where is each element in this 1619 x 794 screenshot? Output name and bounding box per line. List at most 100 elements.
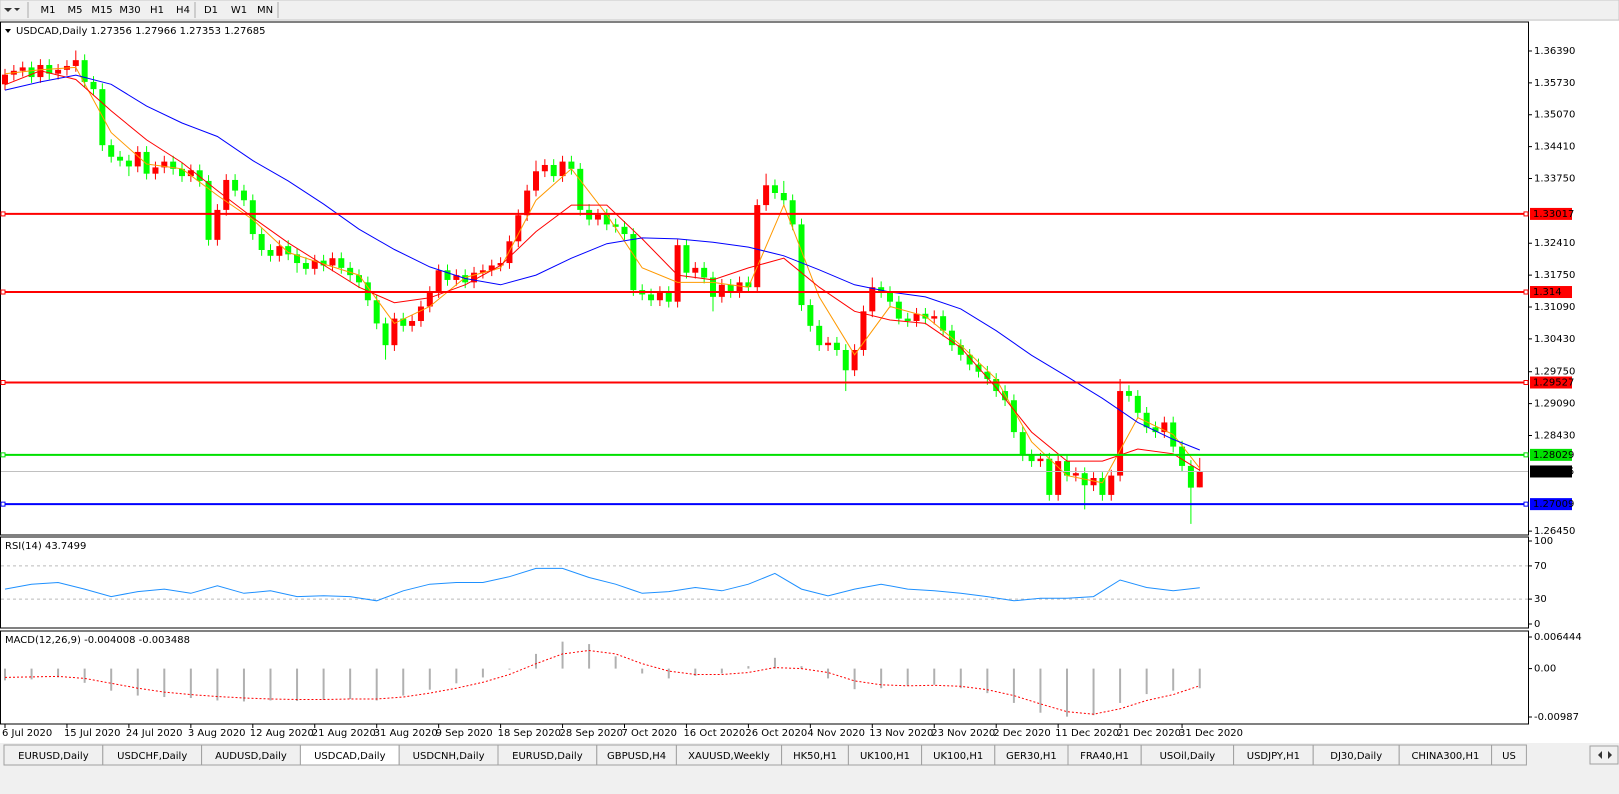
candle-body bbox=[533, 171, 539, 191]
candle-body bbox=[117, 156, 124, 161]
y-tick-label: 1.31750 bbox=[1534, 270, 1575, 281]
tab[interactable] bbox=[1491, 744, 1527, 766]
candle-body bbox=[754, 205, 761, 288]
candle-body bbox=[940, 316, 947, 331]
candle-body bbox=[718, 284, 725, 297]
y-tick-label: 1.26450 bbox=[1534, 526, 1575, 537]
x-tick-label: 21 Dec 2020 bbox=[1117, 728, 1181, 739]
candle-body bbox=[356, 275, 362, 283]
tab-label[interactable]: FRA40,H1 bbox=[1080, 751, 1129, 762]
candle-body bbox=[72, 60, 79, 66]
tab-label[interactable]: DJ30,Daily bbox=[1330, 751, 1382, 762]
pane-title: RSI(14) 43.7499 bbox=[5, 541, 86, 552]
candle-body bbox=[1064, 461, 1070, 476]
candle-body bbox=[311, 260, 318, 269]
line-anchor bbox=[0, 380, 6, 386]
tab-scroll[interactable] bbox=[1589, 745, 1619, 765]
candle-body bbox=[329, 258, 336, 266]
candle-body bbox=[594, 214, 601, 220]
candle-body bbox=[19, 67, 26, 71]
price-label: 1.29527 bbox=[1533, 378, 1574, 389]
title-arrow bbox=[5, 29, 11, 33]
candle-body bbox=[223, 179, 230, 210]
tab-label[interactable]: EURUSD,Daily bbox=[512, 751, 583, 762]
price-label: 1.33017 bbox=[1533, 209, 1574, 220]
candle-body bbox=[603, 214, 610, 225]
line-anchor bbox=[0, 501, 6, 507]
candle-body bbox=[984, 371, 991, 379]
candle-body bbox=[214, 209, 221, 240]
candle-body bbox=[258, 234, 265, 250]
candle-body bbox=[134, 151, 141, 167]
y-tick-label: 0.006444 bbox=[1534, 632, 1582, 643]
y-tick-label: 1.35730 bbox=[1534, 78, 1575, 89]
tab-label[interactable]: HK50,H1 bbox=[793, 751, 837, 762]
candle-body bbox=[373, 300, 380, 324]
candle-body bbox=[904, 318, 911, 322]
tab-label[interactable]: USDCNH,Daily bbox=[413, 751, 485, 762]
line-anchor bbox=[1523, 501, 1529, 507]
x-tick-label: 31 Dec 2020 bbox=[1179, 728, 1243, 739]
candle-body bbox=[1117, 391, 1124, 476]
candle-body bbox=[1046, 458, 1053, 495]
timeframe-label[interactable]: W1 bbox=[231, 5, 247, 16]
tab-label[interactable]: USDCHF,Daily bbox=[117, 751, 187, 762]
candle-body bbox=[426, 292, 433, 307]
candle-body bbox=[1010, 400, 1017, 433]
candle-body bbox=[798, 224, 805, 306]
candle-body bbox=[435, 270, 442, 293]
candle-body bbox=[409, 321, 416, 326]
tab-label[interactable]: UK100,H1 bbox=[933, 751, 983, 762]
x-tick-label: 4 Nov 2020 bbox=[807, 728, 865, 739]
candle-body bbox=[763, 185, 770, 206]
tab-label[interactable]: AUDUSD,Daily bbox=[215, 751, 287, 762]
line-anchor bbox=[0, 211, 6, 217]
tab-label[interactable]: GER30,H1 bbox=[1006, 751, 1057, 762]
x-tick-label: 9 Sep 2020 bbox=[436, 728, 493, 739]
scroll-arrows[interactable] bbox=[1598, 751, 1612, 759]
tab-label[interactable]: GBPUSD,H4 bbox=[607, 751, 666, 762]
tab-label[interactable]: EURUSD,Daily bbox=[18, 751, 89, 762]
candle-body bbox=[621, 226, 628, 235]
timeframe-label[interactable]: D1 bbox=[204, 5, 218, 16]
price-label: 1.314 bbox=[1533, 287, 1562, 298]
timeframe-label[interactable]: M30 bbox=[119, 5, 140, 16]
candle-body bbox=[860, 311, 867, 350]
candle-body bbox=[524, 190, 531, 216]
y-tick-label: 1.31090 bbox=[1534, 302, 1575, 313]
candle-body bbox=[187, 170, 194, 177]
tab-label[interactable]: CHINA300,H1 bbox=[1411, 751, 1479, 762]
candle-body bbox=[382, 323, 389, 346]
timeframe-label[interactable]: H4 bbox=[176, 5, 190, 16]
candle-body bbox=[170, 161, 177, 169]
tab-label[interactable]: UK100,H1 bbox=[860, 751, 910, 762]
indicator-line bbox=[4, 567, 1200, 602]
candle-body bbox=[506, 241, 513, 264]
tab-label[interactable]: USDCAD,Daily bbox=[314, 751, 385, 762]
timeframe-label[interactable]: MN bbox=[257, 5, 273, 16]
x-tick-label: 7 Oct 2020 bbox=[622, 728, 677, 739]
candle-body bbox=[488, 265, 495, 271]
toolbar-icon[interactable] bbox=[4, 8, 20, 12]
candle-body bbox=[232, 179, 239, 191]
tab-label[interactable]: US bbox=[1502, 751, 1516, 762]
timeframe-label[interactable]: M1 bbox=[41, 5, 56, 16]
candle-body bbox=[869, 287, 876, 312]
timeframe-label[interactable]: H1 bbox=[150, 5, 164, 16]
candle-body bbox=[143, 151, 150, 174]
y-tick-label: -0.00987 bbox=[1534, 712, 1579, 723]
candle-body bbox=[196, 170, 203, 181]
timeframe-label[interactable]: M5 bbox=[68, 5, 83, 16]
candle-body bbox=[179, 168, 185, 177]
line-anchor bbox=[1523, 289, 1529, 295]
tab-label[interactable]: XAUUSD,Weekly bbox=[688, 751, 770, 762]
tab-label[interactable]: USOil,Daily bbox=[1160, 751, 1216, 762]
tab-label[interactable]: USDJPY,H1 bbox=[1247, 751, 1300, 762]
candle-body bbox=[55, 69, 62, 74]
x-tick-label: 24 Jul 2020 bbox=[126, 728, 183, 739]
candle-body bbox=[1134, 395, 1141, 413]
timeframe-label[interactable]: M15 bbox=[91, 5, 112, 16]
candle-body bbox=[913, 313, 920, 322]
candle-body bbox=[701, 267, 708, 278]
candle-body bbox=[727, 284, 734, 293]
